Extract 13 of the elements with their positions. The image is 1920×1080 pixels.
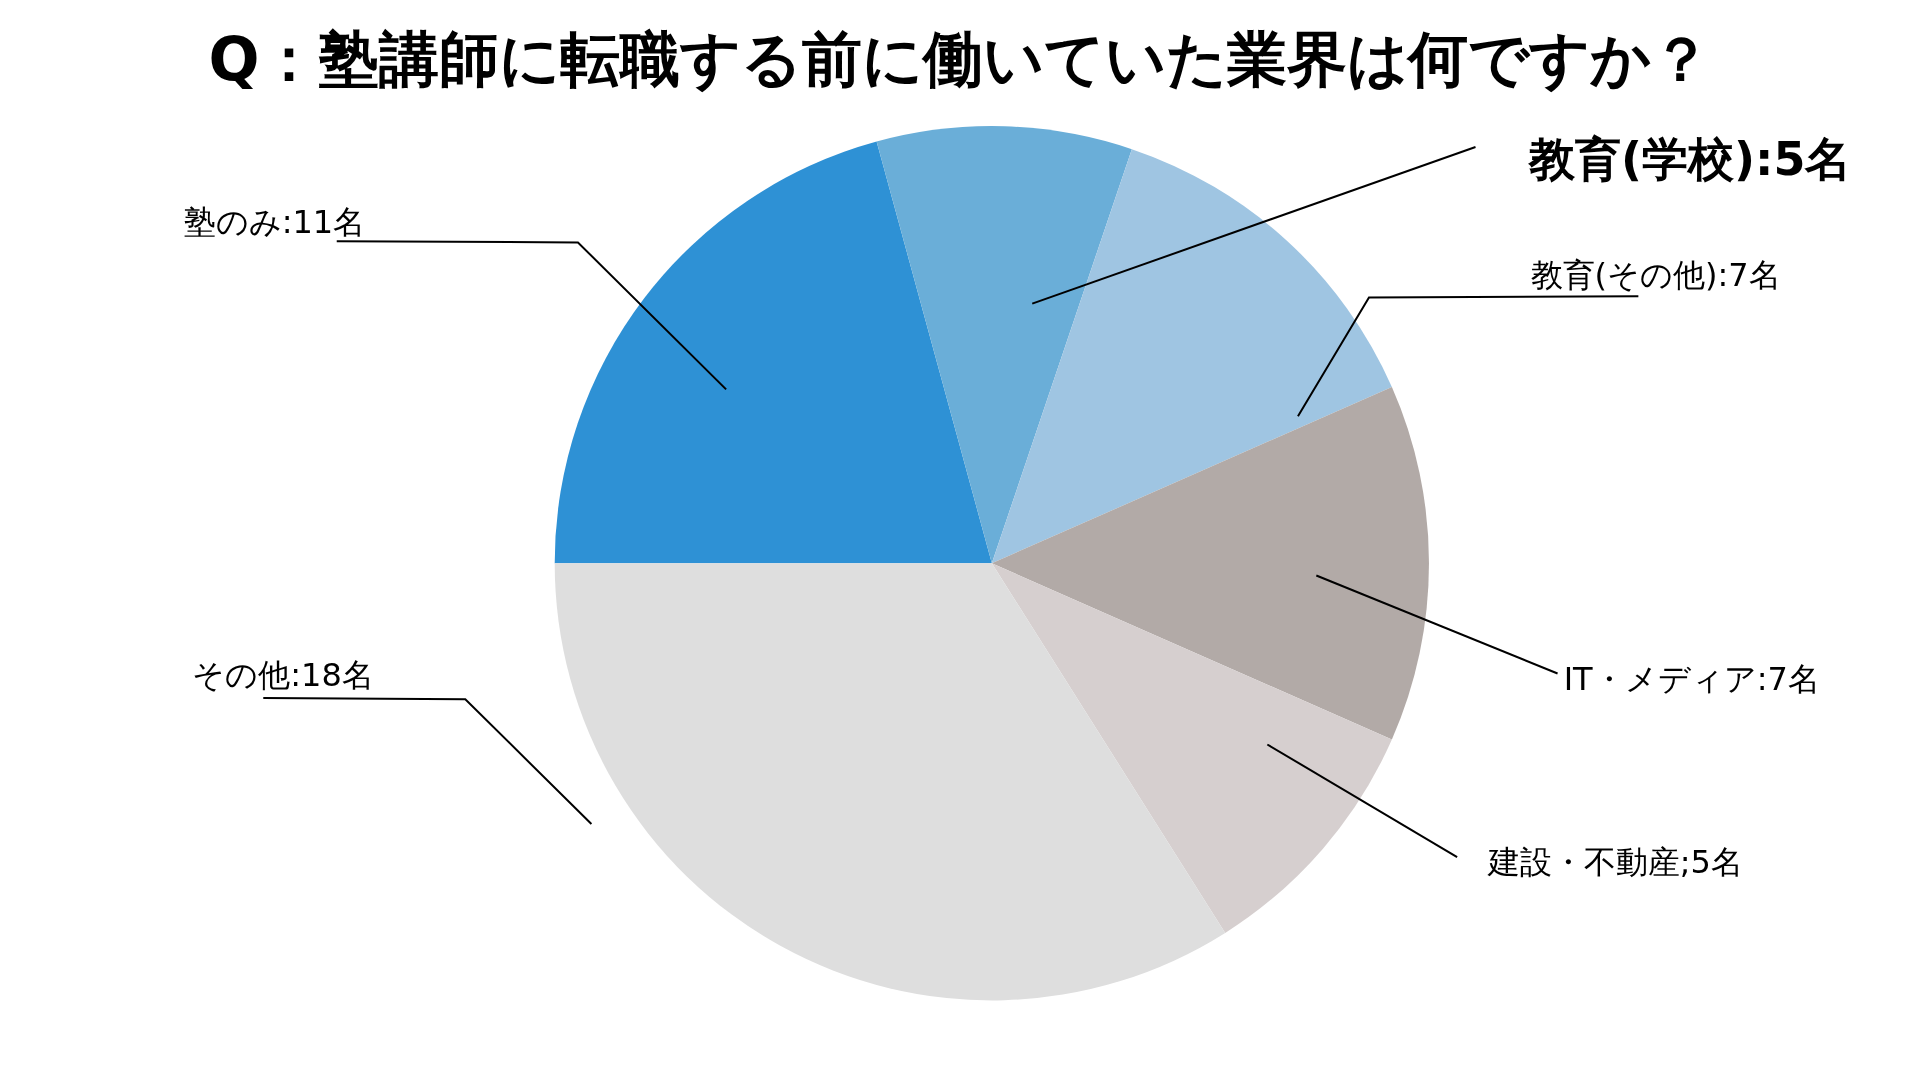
slice-label: 教育(学校):5名 [1526,132,1852,187]
slice-label: IT・メディア:7名 [1563,659,1820,698]
pie-slice [554,141,992,564]
chart-title: Q：塾講師に転職する前に働いていた業界は何ですか？ [208,24,1712,94]
slice-label: 建設・不動産;5名 [1486,843,1743,882]
pie-slice [876,126,1132,564]
pie-slice [554,563,1226,1000]
slice-label: 教育(その他):7名 [1530,255,1781,294]
slice-label: 塾のみ:11名 [183,202,366,241]
pie-slice [991,563,1392,933]
pie-slice [991,387,1429,740]
pie-slice [991,149,1392,564]
slice-label: その他:18名 [192,655,374,694]
